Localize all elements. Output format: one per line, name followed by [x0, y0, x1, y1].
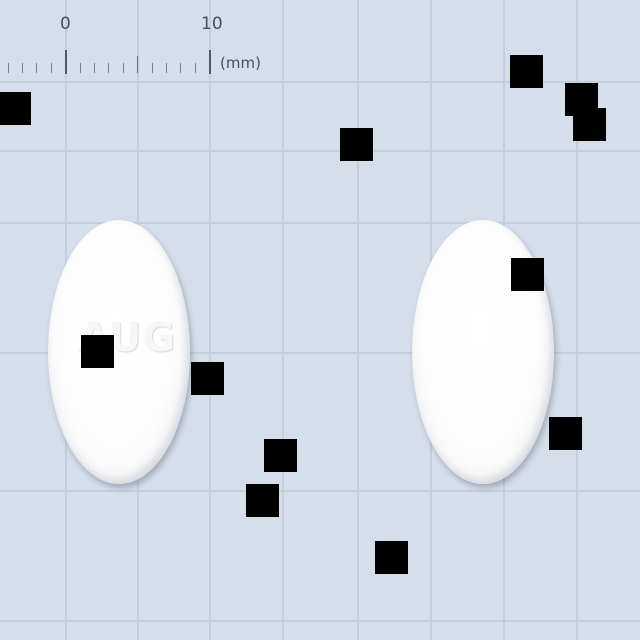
ruler-tick — [108, 63, 109, 73]
grid-line — [282, 0, 284, 640]
grid-line — [0, 222, 640, 224]
ruler-tick — [36, 63, 37, 73]
grid-line — [0, 150, 640, 152]
ruler-tick — [94, 63, 95, 73]
ruler-tick — [166, 63, 167, 73]
ruler-tick — [195, 63, 196, 73]
redaction-block — [264, 439, 297, 472]
ruler-tick-major — [65, 50, 67, 74]
redaction-block — [511, 258, 544, 291]
scale-label-zero: 0 — [60, 14, 71, 34]
grid-line — [0, 490, 640, 492]
ruler-tick-mid — [137, 56, 138, 73]
grid-line — [576, 0, 578, 640]
grid-line — [209, 0, 211, 640]
grid-line — [0, 352, 640, 354]
redaction-block — [0, 92, 31, 125]
tablet-left: AUG — [48, 220, 190, 484]
redaction-block — [573, 108, 606, 141]
redaction-block — [246, 484, 279, 517]
redaction-block — [375, 541, 408, 574]
grid-line — [0, 620, 640, 622]
ruler-tick — [22, 63, 23, 73]
grid-line — [357, 0, 359, 640]
ruler-tick — [152, 63, 153, 73]
ruler-tick — [8, 63, 9, 73]
grid-line — [0, 81, 640, 83]
ruler-tick — [180, 63, 181, 73]
ruler-tick — [51, 63, 52, 73]
ruler-tick — [80, 63, 81, 73]
redaction-block — [549, 417, 582, 450]
redaction-block — [191, 362, 224, 395]
ruler-tick-major — [209, 50, 211, 74]
scale-label-ten: 10 — [201, 14, 223, 34]
redaction-block — [81, 335, 114, 368]
redaction-block — [340, 128, 373, 161]
scale-unit-label: (mm) — [220, 54, 261, 72]
redaction-block — [510, 55, 543, 88]
ruler-tick — [123, 63, 124, 73]
